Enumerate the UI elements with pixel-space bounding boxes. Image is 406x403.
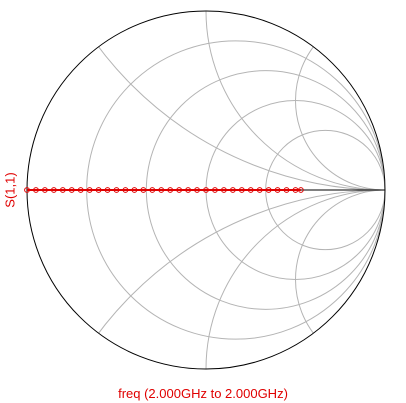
data-point: [95, 187, 102, 193]
data-point: [194, 187, 200, 193]
data-point: [104, 187, 111, 193]
data-point: [42, 187, 48, 193]
data-point: [212, 187, 218, 193]
data-point: [256, 187, 263, 193]
reactance-arc-pos-x2: [295, 11, 385, 191]
data-point: [158, 187, 165, 193]
data-point: [131, 187, 138, 193]
data-point: [77, 187, 84, 193]
data-point: [297, 187, 304, 193]
x-axis-label: freq (2.000GHz to 2.000GHz): [118, 386, 288, 401]
data-point: [203, 187, 209, 193]
data-point: [50, 187, 57, 193]
data-point: [283, 187, 290, 193]
data-point: [149, 187, 156, 193]
data-point: [292, 187, 299, 193]
data-point: [140, 187, 147, 193]
data-point: [185, 187, 192, 193]
data-point: [24, 187, 30, 193]
data-point: [221, 187, 227, 193]
reactance-arc-pos-x1: [205, 11, 385, 191]
data-point: [274, 187, 281, 193]
data-point: [122, 187, 129, 193]
y-axis-label-wrap: S(1,1): [0, 0, 20, 403]
data-point: [229, 187, 236, 193]
data-point: [86, 187, 93, 193]
data-point: [176, 187, 183, 193]
data-point: [59, 187, 66, 193]
data-point: [167, 187, 174, 193]
data-point: [113, 187, 120, 193]
smith-grid: [27, 11, 385, 369]
data-point: [33, 187, 39, 193]
reactance-arc-neg-x0_5: [27, 189, 385, 369]
data-point: [238, 187, 245, 193]
data-point: [247, 187, 254, 193]
data-point: [265, 187, 272, 193]
data-point: [68, 187, 75, 193]
y-axis-label: S(1,1): [2, 172, 18, 208]
reactance-arc-neg-x2: [295, 189, 385, 369]
reactance-arc-pos-x0_5: [27, 11, 385, 191]
series-layer: [24, 187, 304, 193]
